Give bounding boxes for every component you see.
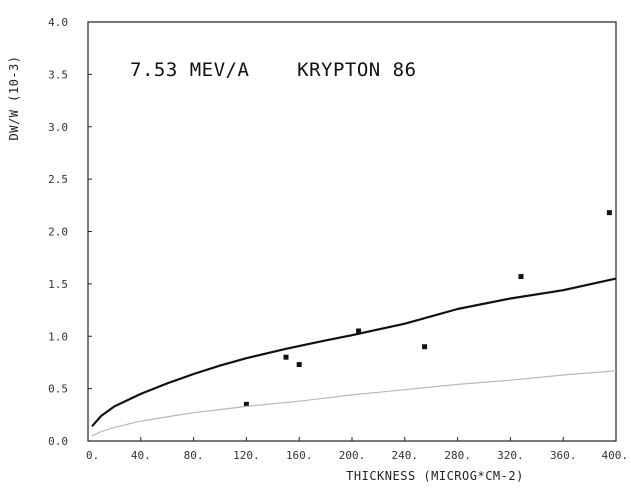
y-tick-label: 2.5: [48, 173, 68, 186]
data-point: [356, 328, 362, 334]
x-tick-label: 40.: [131, 449, 151, 462]
x-tick-label: 200.: [339, 449, 366, 462]
x-tick-label: 360.: [550, 449, 577, 462]
series-line-2: [91, 370, 617, 437]
x-tick-label: 320.: [497, 449, 524, 462]
x-tick-label: 240.: [392, 449, 419, 462]
data-point: [518, 274, 524, 280]
y-tick-label: 4.0: [48, 16, 68, 29]
x-tick-label: 120.: [233, 449, 260, 462]
y-tick-label: 1.5: [48, 278, 68, 291]
data-point: [422, 344, 428, 350]
chart-title: 7.53 MEV/A KRYPTON 86: [130, 59, 417, 81]
y-tick-label: 0.0: [48, 435, 68, 448]
y-tick-label: 0.5: [48, 383, 68, 396]
data-point: [243, 401, 249, 407]
x-tick-label: 400.: [602, 449, 629, 462]
y-tick-label: 1.0: [48, 330, 68, 343]
series-line-1: [91, 277, 617, 428]
series-layer: [91, 210, 617, 437]
data-point: [606, 210, 612, 216]
x-tick-label: 280.: [444, 449, 471, 462]
y-tick-label: 3.5: [48, 68, 68, 81]
x-tick-label: 80.: [184, 449, 204, 462]
y-tick-label: 2.0: [48, 226, 68, 239]
y-axis-title: DW/W (10-3): [7, 56, 21, 141]
y-axis-ticks: 0.0 0.5 1.0 1.5 2.0 2.5 3.0 3.5 4.0: [48, 16, 92, 448]
x-axis-ticks: 0. 40. 80. 120. 160. 200. 240. 280. 320. 360. 400.: [86, 437, 628, 462]
x-axis-title: THICKNESS (MICROG*CM-2): [346, 469, 524, 483]
y-tick-label: 3.0: [48, 121, 68, 134]
data-point: [296, 362, 302, 368]
data-point: [283, 354, 289, 360]
x-tick-label: 160.: [286, 449, 313, 462]
x-tick-label: 0.: [86, 449, 99, 462]
